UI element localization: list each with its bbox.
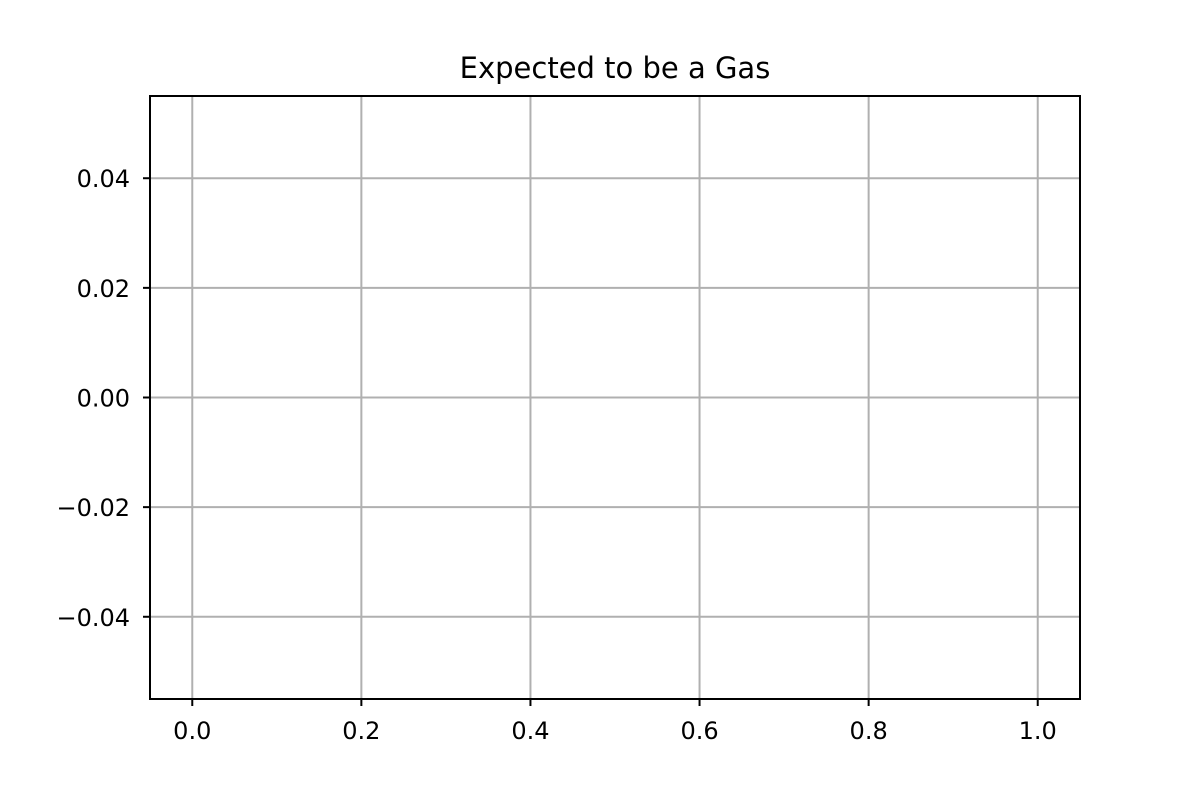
x-tick-label: 1.0 — [1019, 717, 1057, 745]
x-tick-label: 0.8 — [850, 717, 888, 745]
y-tick-label: 0.02 — [77, 275, 130, 303]
x-tick-label: 0.6 — [680, 717, 718, 745]
grid — [150, 96, 1080, 699]
y-tick-label: 0.04 — [77, 165, 130, 193]
y-tick-label: −0.04 — [56, 604, 130, 632]
chart-title: Expected to be a Gas — [460, 51, 771, 85]
axis-ticks — [143, 177, 1039, 706]
x-tick-label: 0.4 — [511, 717, 549, 745]
x-tick-label: 0.0 — [173, 717, 211, 745]
y-tick-label: 0.00 — [77, 385, 130, 413]
y-tick-label: −0.02 — [56, 494, 130, 522]
x-tick-label: 0.2 — [342, 717, 380, 745]
plot-area-frame — [149, 95, 1081, 700]
tick-labels: 0.0 0.2 0.4 0.6 0.8 1.0 0.04 0.02 0.00 −0.02 −0.04 — [56, 165, 1056, 745]
